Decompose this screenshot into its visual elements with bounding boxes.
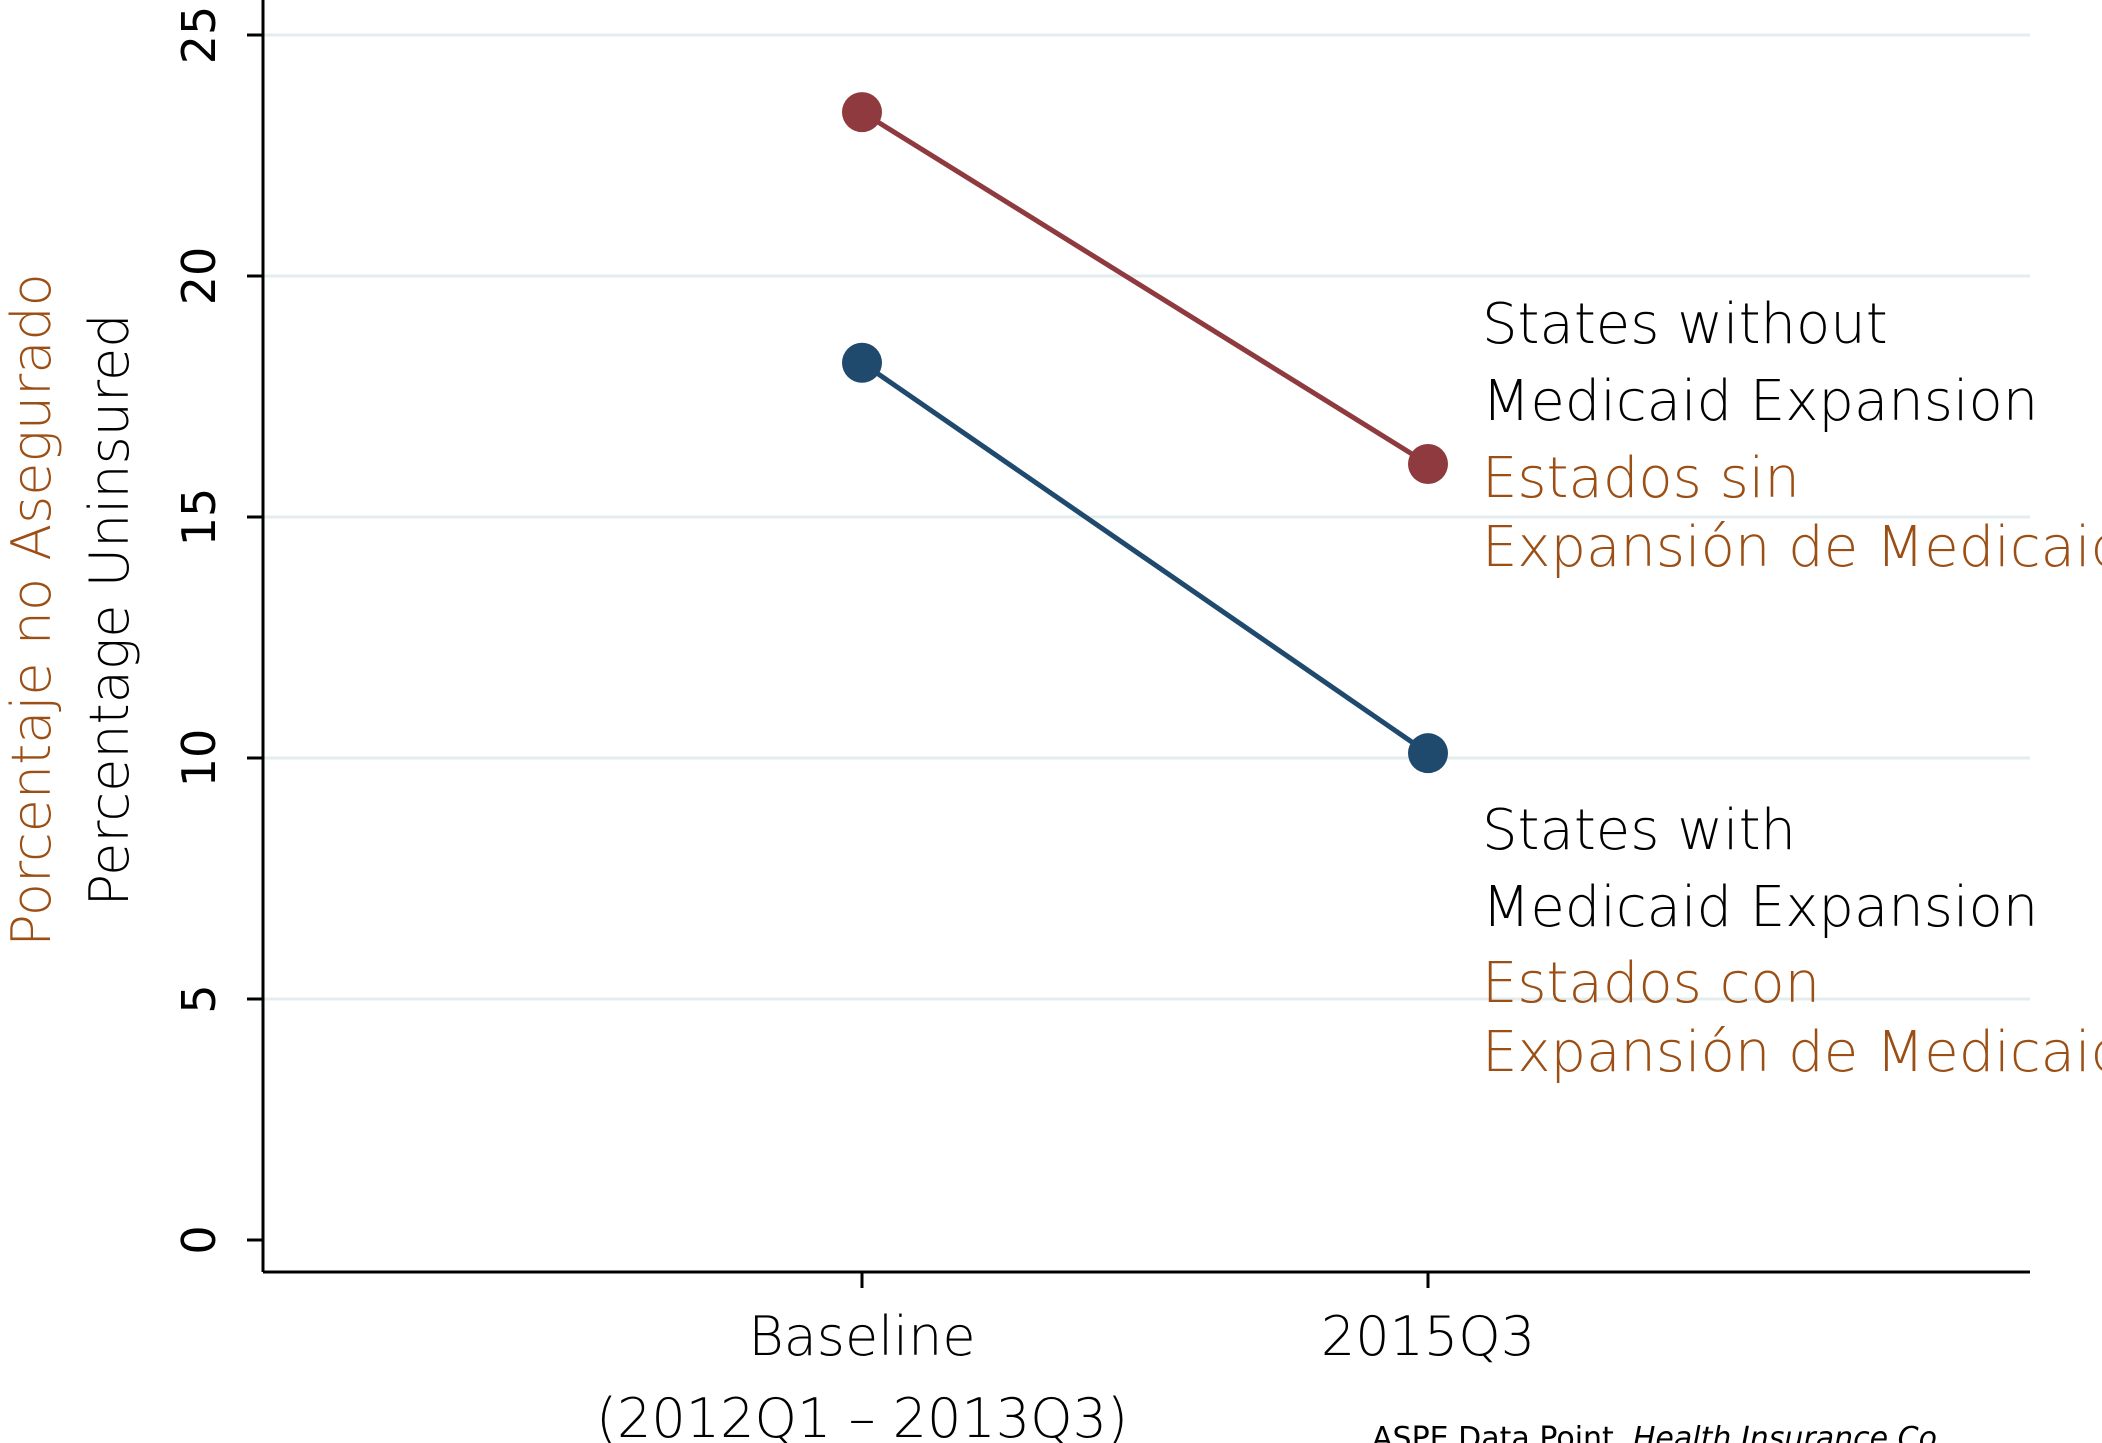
- y-tick-label-5: 5: [172, 984, 226, 1013]
- x-tick-label-1-line-0: 2015Q3: [1321, 1305, 1535, 1368]
- annotation-with-en-line1: States with: [1482, 798, 1796, 863]
- y-tick-label-10: 10: [172, 729, 226, 788]
- series-line-1: [860, 360, 1430, 756]
- y-axis-label-es: Porcentaje no Asegurado: [0, 273, 63, 946]
- y-tick-label-25: 25: [172, 6, 226, 65]
- source-note: ASPE Data Point, Health Insurance Co: [1372, 1421, 1937, 1443]
- y-tick-label-0: 0: [172, 1225, 226, 1254]
- series-line-0: [860, 109, 1430, 467]
- annotation-without-es-line2: Expansión de Medicaid: [1482, 515, 2102, 580]
- series-1-point-1: [1408, 733, 1448, 774]
- annotation-without-es-line1: Estados sin: [1482, 446, 1800, 511]
- source-note-prefix: ASPE Data Point,: [1372, 1421, 1633, 1443]
- y-ticks: 0 5 10 15 20 25: [172, 6, 263, 1255]
- x-ticks: Baseline (2012Q1 – 2013Q3) 2015Q3: [596, 1272, 1535, 1443]
- annotation-with-en-line2: Medicaid Expansion: [1482, 875, 2038, 940]
- axes: [261, 0, 2030, 1274]
- y-axis-label: Percentage Uninsured: [78, 314, 141, 907]
- annotation-without-en-line1: States without: [1482, 292, 1888, 357]
- source-note-title: Health Insurance Co: [1633, 1421, 1937, 1443]
- series-0-point-1: [1408, 443, 1448, 484]
- annotation-with-es-line2: Expansión de Medicaid: [1482, 1020, 2102, 1085]
- gridlines: [263, 33, 2030, 1001]
- annotation-without-en-line2: Medicaid Expansion: [1482, 369, 2038, 434]
- y-tick-label-20: 20: [172, 247, 226, 306]
- annotation-with-es-line1: Estados con: [1482, 951, 1820, 1016]
- x-tick-label-0-line-0: Baseline: [748, 1305, 975, 1368]
- x-tick-label-0-line-1: (2012Q1 – 2013Q3): [596, 1387, 1128, 1443]
- y-tick-label-15: 15: [172, 488, 226, 547]
- series-1-point-0: [842, 342, 882, 383]
- series-0-point-0: [842, 92, 882, 133]
- series: [842, 92, 1448, 774]
